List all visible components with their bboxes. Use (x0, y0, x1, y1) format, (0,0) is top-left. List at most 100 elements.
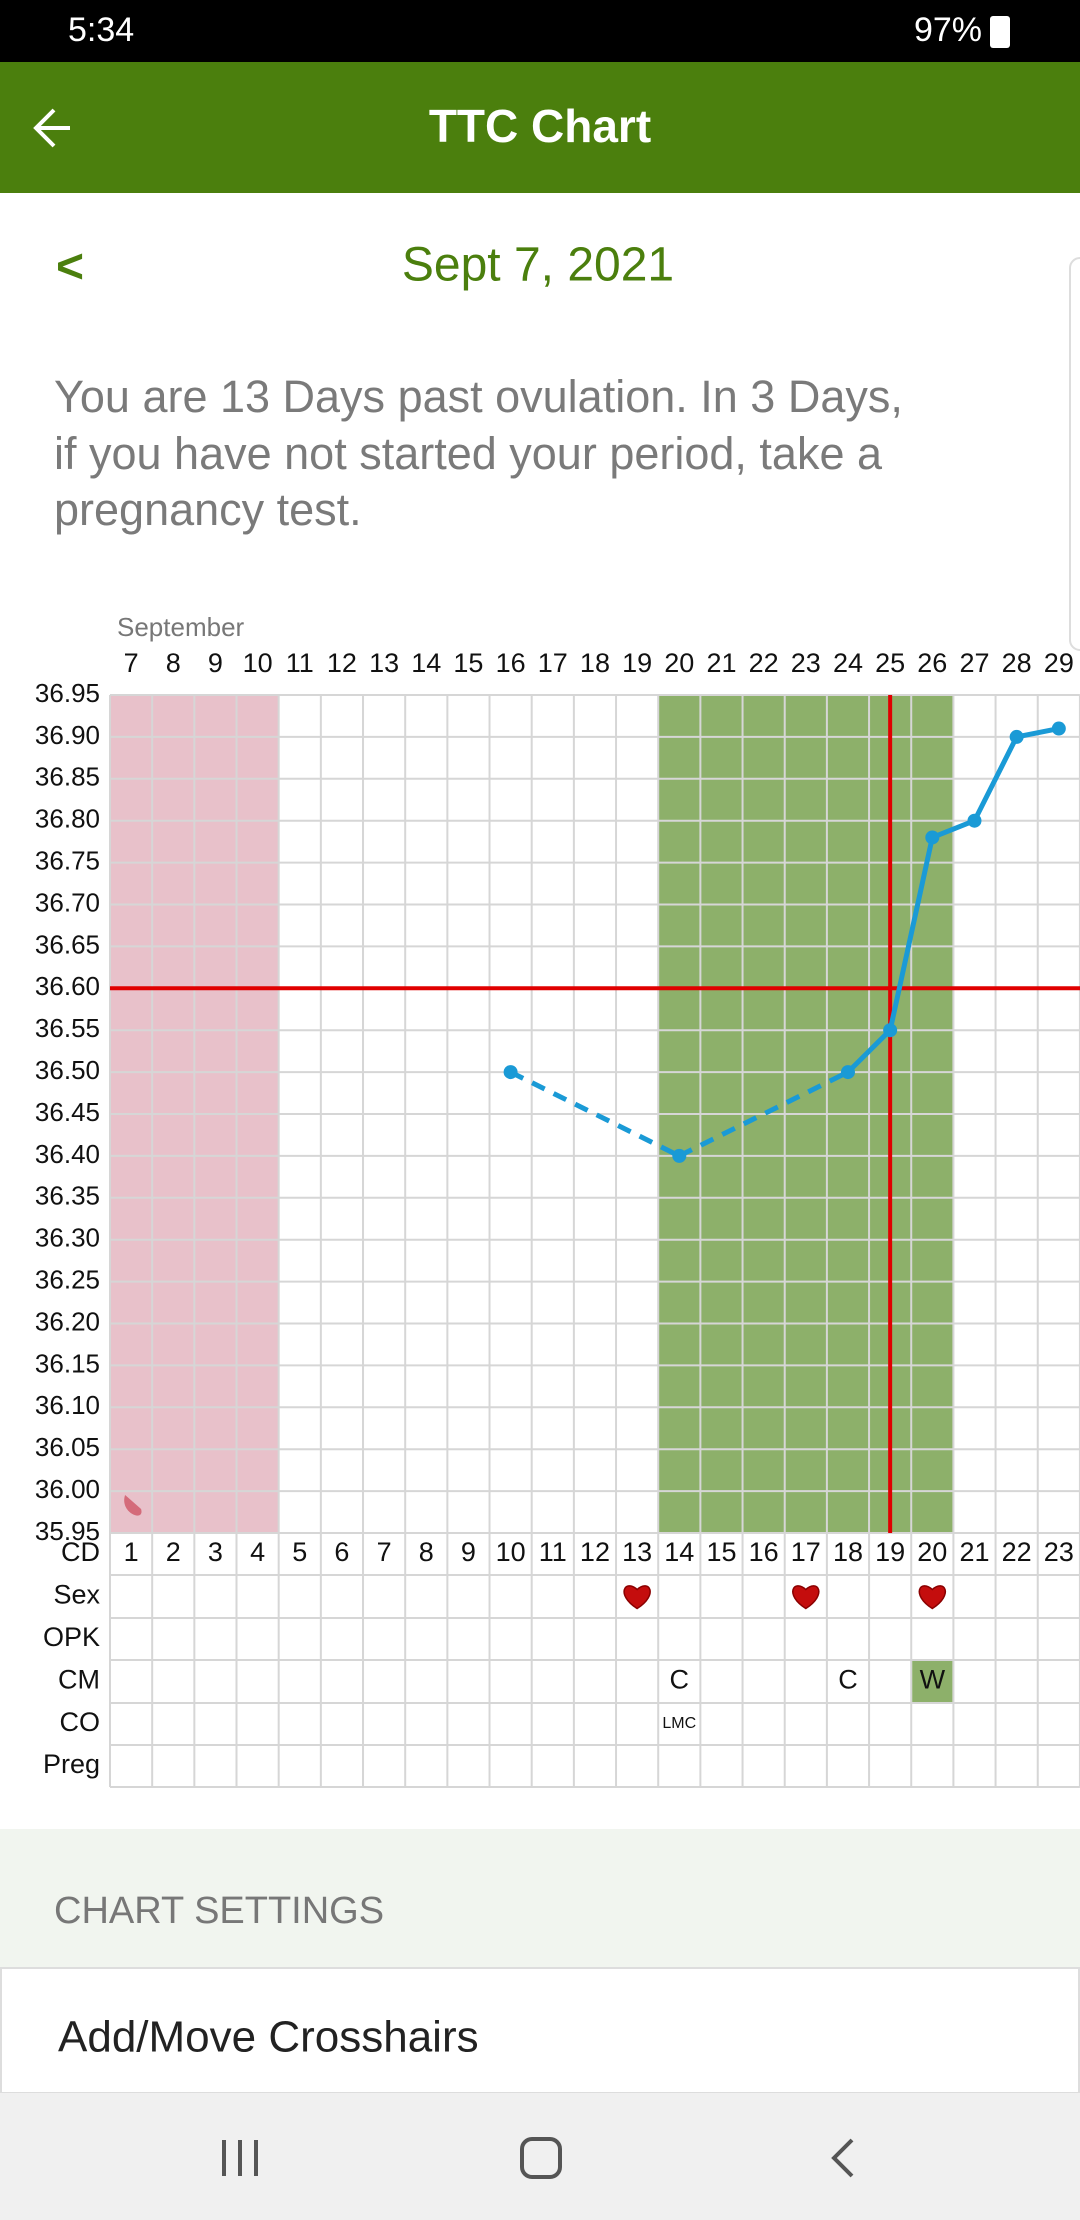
date-label: 16 (496, 648, 526, 678)
cycle-day: 19 (875, 1537, 905, 1567)
date-label: 25 (875, 648, 905, 678)
recents-button[interactable] (222, 2140, 258, 2176)
y-tick-label: 35.95 (35, 1516, 100, 1546)
cycle-day: 3 (208, 1537, 223, 1567)
app-bar (0, 62, 1080, 193)
cycle-day: 18 (833, 1537, 863, 1567)
date-label: 12 (327, 648, 357, 678)
message-line: You are 13 Days past ovulation. In 3 Day… (54, 371, 903, 422)
date-label: 23 (791, 648, 821, 678)
back-button[interactable] (33, 108, 70, 148)
y-tick-label: 36.75 (35, 845, 100, 875)
date-label: 24 (833, 648, 863, 678)
period-drop (124, 1495, 142, 1516)
date-label: 22 (749, 648, 779, 678)
sex-heart (792, 1585, 820, 1610)
date-label: 17 (538, 648, 568, 678)
y-tick-label: 36.55 (35, 1013, 100, 1043)
row-label: CO (60, 1707, 101, 1737)
temp-gap-line (678, 1069, 850, 1159)
cycle-day: 8 (419, 1537, 434, 1567)
cycle-day: 4 (250, 1537, 265, 1567)
date-label: 11 (286, 648, 314, 678)
y-tick-label: 36.45 (35, 1097, 100, 1127)
cycle-day: 1 (124, 1537, 139, 1567)
y-tick-label: 36.85 (35, 762, 100, 792)
temp-point (883, 1023, 898, 1038)
y-tick-label: 36.90 (35, 720, 100, 750)
sex-heart (918, 1585, 946, 1610)
row-label: Preg (43, 1749, 100, 1779)
date-label: 26 (917, 648, 947, 678)
temp-point (1009, 729, 1024, 744)
settings-heading: CHART SETTINGS (54, 1890, 384, 1932)
y-tick-label: 36.10 (35, 1390, 100, 1420)
date-label: 21 (706, 648, 736, 678)
cm-label: W (920, 1665, 946, 1695)
cycle-day: 2 (166, 1537, 181, 1567)
status-bar (0, 0, 1080, 62)
message-line: if you have not started your period, tak… (54, 428, 883, 479)
date-label: 27 (959, 648, 989, 678)
temp-point (672, 1148, 687, 1163)
y-tick-label: 36.70 (35, 887, 100, 917)
cycle-day: 12 (580, 1537, 610, 1567)
temp-point (840, 1065, 855, 1080)
cycle-day: 13 (622, 1537, 652, 1567)
home-button[interactable] (520, 2137, 562, 2179)
temp-line (846, 726, 1060, 1074)
temp-gap-line (509, 1069, 681, 1159)
y-tick-label: 36.20 (35, 1306, 100, 1336)
cycle-day: 7 (377, 1537, 392, 1567)
cm-label: C (670, 1665, 690, 1695)
date-label: 13 (369, 648, 399, 678)
y-tick-label: 36.40 (35, 1139, 100, 1169)
row-label: OPK (43, 1622, 100, 1652)
y-tick-label: 36.60 (35, 971, 100, 1001)
cycle-day: 21 (959, 1537, 989, 1567)
back-nav-button[interactable] (831, 2138, 854, 2178)
message-line: pregnancy test. (54, 484, 362, 535)
date-label: 7 (124, 648, 139, 678)
cycle-day: 20 (917, 1537, 947, 1567)
cycle-day: 5 (292, 1537, 307, 1567)
y-tick-label: 36.65 (35, 929, 100, 959)
y-tick-label: 36.30 (35, 1223, 100, 1253)
y-tick-label: 36.25 (35, 1264, 100, 1294)
date-label: 18 (580, 648, 610, 678)
row-label: Sex (53, 1580, 100, 1610)
row-label: CD (61, 1537, 100, 1567)
sex-heart (623, 1585, 651, 1610)
prev-button[interactable]: < (56, 241, 84, 294)
cm-highlight (912, 1661, 953, 1702)
cycle-day: 15 (706, 1537, 736, 1567)
status-time: 5:34 (68, 11, 134, 49)
date-label: 20 (664, 648, 694, 678)
settings-section (0, 1829, 1080, 1968)
status-battery: 97% (914, 11, 982, 49)
cm-label: C (838, 1665, 858, 1695)
date-label: 8 (166, 648, 181, 678)
month-label: September (117, 612, 245, 642)
y-tick-label: 36.00 (35, 1474, 100, 1504)
y-tick-label: 36.15 (35, 1348, 100, 1378)
side-card (1069, 257, 1080, 651)
y-tick-label: 36.05 (35, 1432, 100, 1462)
app-title: TTC Chart (429, 100, 651, 152)
settings-item[interactable] (0, 1967, 1080, 2094)
temp-point (925, 830, 940, 845)
settings-item-label: Add/Move Crosshairs (58, 2013, 479, 2062)
y-tick-label: 36.95 (35, 678, 100, 708)
date-label: 19 (622, 648, 652, 678)
temp-point (967, 813, 982, 828)
cycle-day: 14 (664, 1537, 694, 1567)
cycle-day: 23 (1044, 1537, 1074, 1567)
date-label: 10 (243, 648, 273, 678)
temp-point (503, 1065, 518, 1080)
cycle-day: 11 (539, 1537, 567, 1567)
y-tick-label: 36.80 (35, 804, 100, 834)
date-label: 29 (1044, 648, 1074, 678)
temp-point (1051, 721, 1066, 736)
